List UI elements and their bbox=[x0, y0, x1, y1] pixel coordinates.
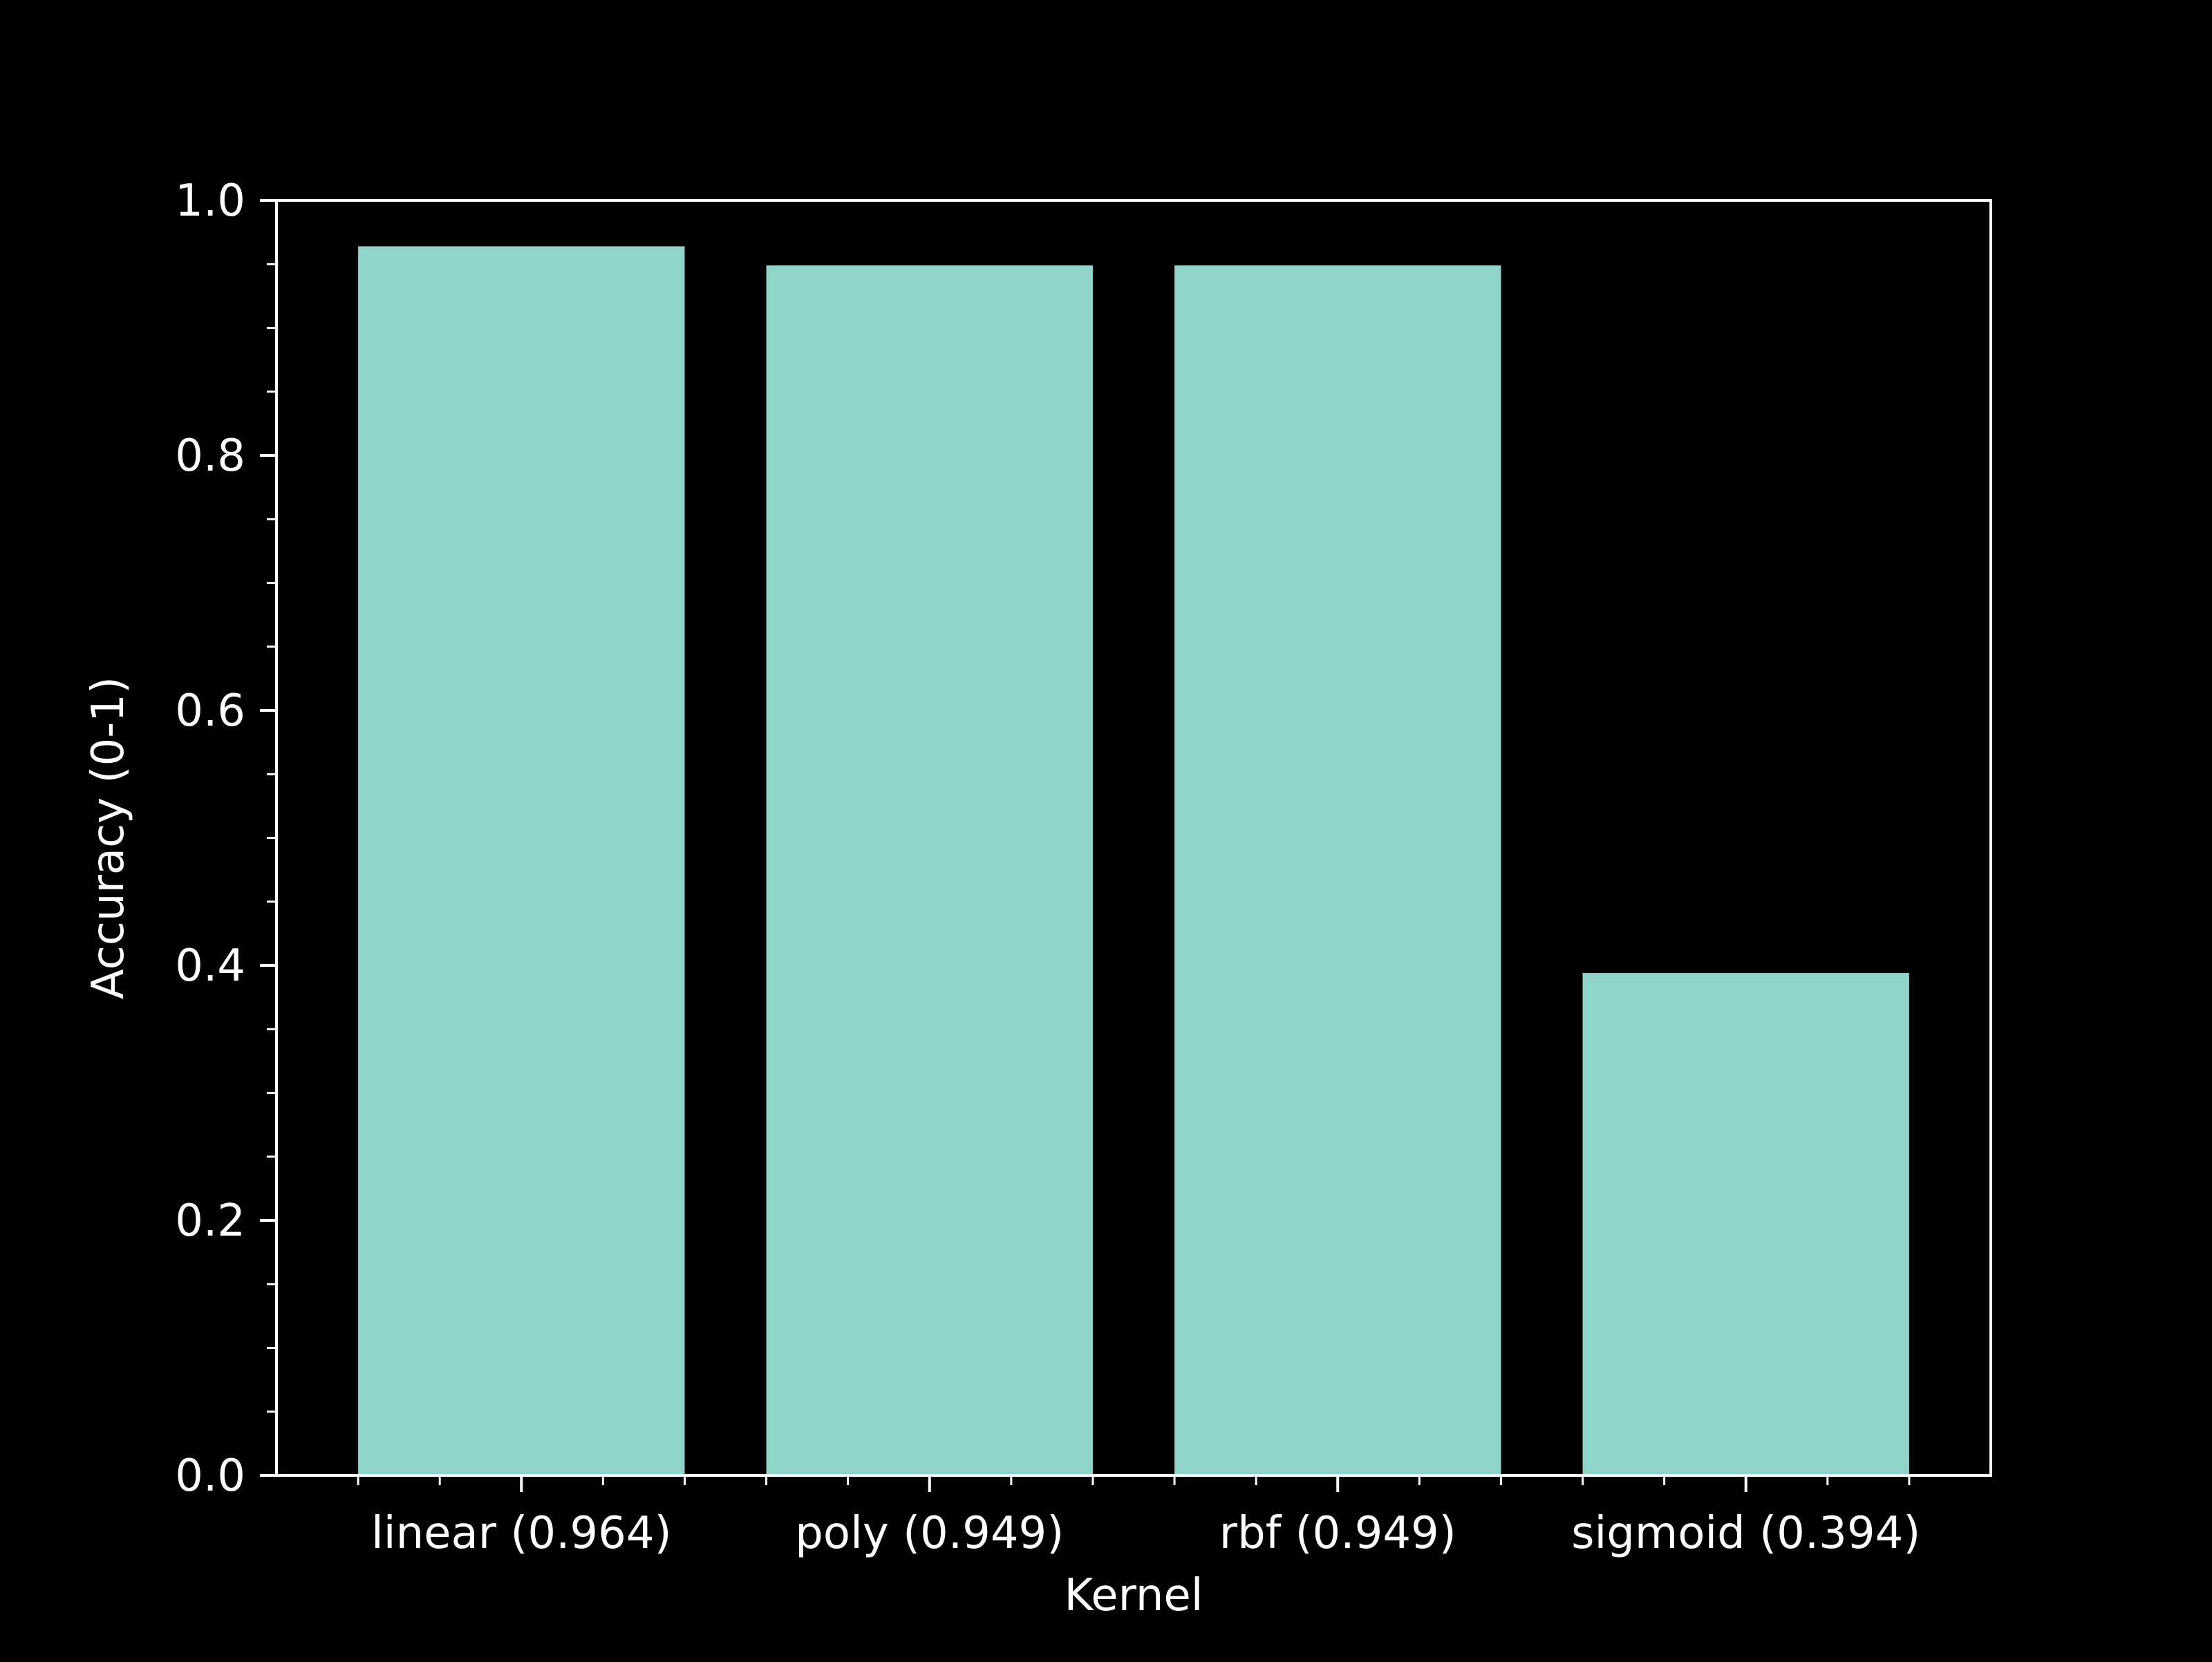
y-tick-label-0: 0.0 bbox=[175, 1451, 245, 1502]
minor-ticks bbox=[267, 263, 1911, 1485]
x-tick-label-2: rbf (0.949) bbox=[1219, 1508, 1456, 1559]
y-tick-label-2: 0.4 bbox=[175, 941, 245, 992]
x-tick-label-3: sigmoid (0.394) bbox=[1571, 1508, 1920, 1559]
bar-2 bbox=[1174, 265, 1501, 1476]
x-tick-label-1: poly (0.949) bbox=[795, 1508, 1064, 1559]
y-ticks: 0.0 0.2 0.4 0.6 0.8 1.0 bbox=[175, 176, 276, 1502]
x-tick-label-0: linear (0.964) bbox=[371, 1508, 672, 1559]
bar-1 bbox=[766, 265, 1093, 1476]
plot-frame bbox=[275, 199, 1992, 1477]
bar-3 bbox=[1582, 973, 1909, 1475]
bar-0 bbox=[358, 246, 685, 1475]
y-tick-label-5: 1.0 bbox=[175, 176, 245, 227]
x-axis-label: Kernel bbox=[1064, 1570, 1203, 1621]
y-tick-label-3: 0.6 bbox=[175, 686, 245, 737]
y-tick-label-4: 0.8 bbox=[175, 431, 245, 482]
y-axis-label: Accuracy (0-1) bbox=[83, 677, 134, 999]
bars bbox=[358, 246, 1909, 1476]
x-ticks: linear (0.964) poly (0.949) rbf (0.949) sig… bbox=[371, 1475, 1920, 1559]
y-tick-label-1: 0.2 bbox=[175, 1196, 245, 1247]
